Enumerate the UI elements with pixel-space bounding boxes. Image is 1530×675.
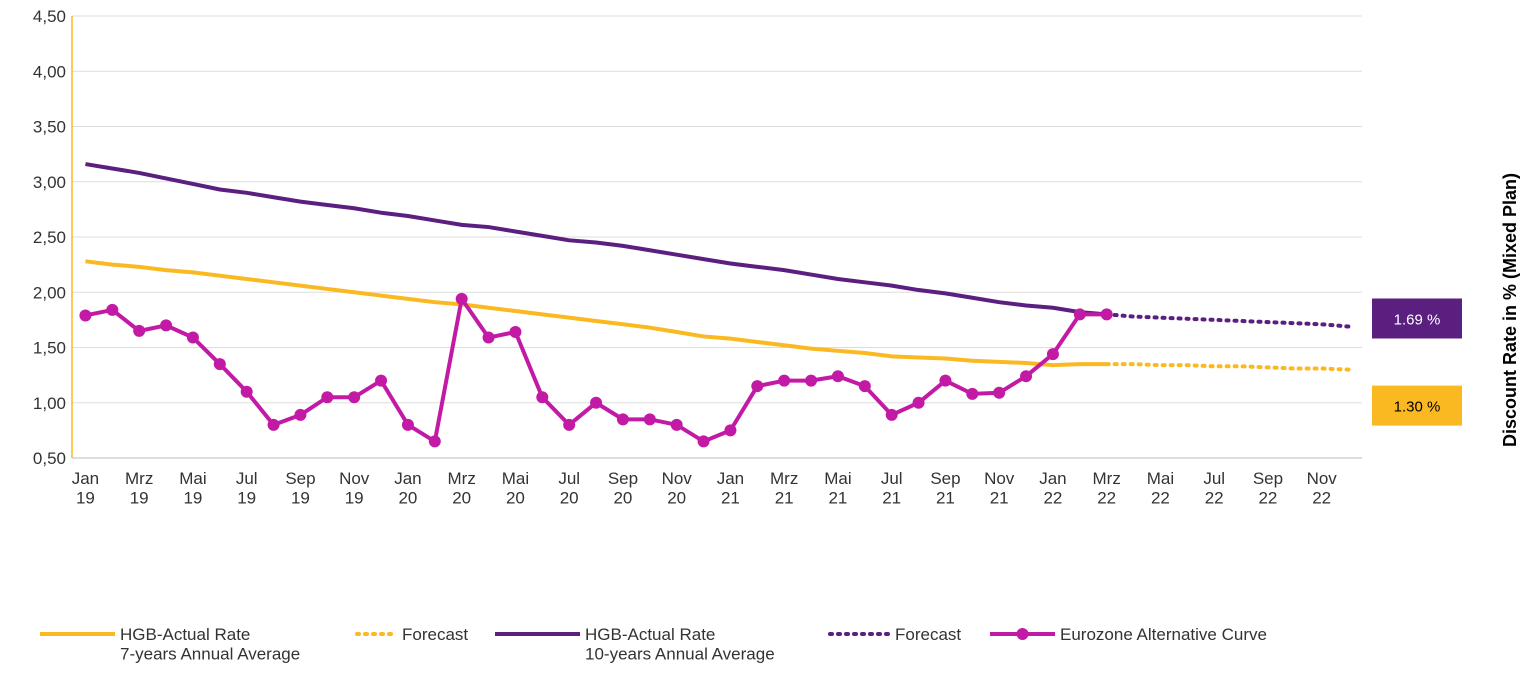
label-box (1372, 385, 1462, 426)
x-tick-label: Jan 20 (394, 469, 421, 508)
data-point (858, 380, 871, 393)
x-tick-label: Sep 22 (1253, 469, 1283, 508)
y-tick-label: 3,50 (33, 118, 66, 137)
value-label: 1.30 % (1394, 399, 1441, 416)
x-tick-label: Sep 21 (930, 469, 960, 508)
y-tick-label: 3,00 (33, 173, 66, 192)
data-point (482, 331, 495, 344)
x-tick-label: Sep 20 (608, 469, 638, 508)
data-point (805, 374, 818, 387)
data-point (590, 396, 603, 409)
series-line (85, 259, 1107, 368)
value-label-box: 1.69 % (1372, 298, 1462, 339)
data-point (133, 324, 146, 337)
data-point (401, 418, 414, 431)
x-tick-label: Jul 22 (1203, 469, 1225, 508)
data-point (831, 370, 844, 383)
x-tick-label: Mai 21 (824, 469, 851, 508)
label-box (1372, 298, 1462, 339)
data-point (536, 391, 549, 404)
data-point (670, 418, 683, 431)
data-point (1100, 308, 1113, 321)
data-point (1073, 308, 1086, 321)
legend-marker (1016, 628, 1029, 640)
x-tick-label: Jul 19 (236, 469, 258, 508)
x-tick-label: Nov 20 (662, 469, 693, 508)
data-point (643, 413, 656, 426)
x-tick-label: Mrz 22 (1093, 469, 1121, 508)
x-tick-label: Jul 20 (558, 469, 580, 508)
data-point (186, 331, 199, 344)
data-point (966, 387, 979, 400)
series-line (1104, 312, 1351, 329)
data-point (348, 391, 361, 404)
data-point (724, 424, 737, 437)
legend-label: Forecast (402, 625, 468, 644)
x-tick-label: Nov 22 (1307, 469, 1338, 508)
data-point (778, 374, 791, 387)
data-point (160, 319, 173, 332)
x-tick-label: Jan 19 (72, 469, 99, 508)
series-line (85, 162, 1107, 317)
data-point (375, 374, 388, 387)
y-tick-label: 1,00 (33, 394, 66, 413)
data-point (106, 303, 119, 316)
data-point (455, 292, 468, 305)
legend-label: Eurozone Alternative Curve (1060, 625, 1267, 644)
data-point (1046, 348, 1059, 361)
x-tick-label: Mrz 19 (125, 469, 153, 508)
legend-label: HGB-Actual Rate 7-years Annual Average (120, 625, 300, 664)
data-point (213, 358, 226, 371)
x-tick-label: Nov 21 (984, 469, 1015, 508)
x-tick-label: Sep 19 (285, 469, 315, 508)
legend-label: HGB-Actual Rate 10-years Annual Average (585, 625, 775, 664)
x-tick-label: Mrz 21 (770, 469, 798, 508)
data-point (616, 413, 629, 426)
data-point (79, 309, 92, 322)
x-tick-label: Jan 22 (1039, 469, 1066, 508)
data-point (1020, 370, 1033, 383)
y-tick-label: 2,00 (33, 283, 66, 302)
y-tick-label: 0,50 (33, 449, 66, 468)
y-tick-label: 1,50 (33, 339, 66, 358)
data-point (428, 435, 441, 448)
y-tick-label: 4,50 (33, 7, 66, 26)
data-point (697, 435, 710, 448)
x-tick-label: Mai 20 (502, 469, 529, 508)
data-point (751, 380, 764, 393)
value-label: 1.69 % (1394, 312, 1441, 329)
data-point (240, 385, 253, 398)
y-tick-label: 4,00 (33, 62, 66, 81)
y-axis-title: Discount Rate in % (Mixed Plan) (1500, 173, 1520, 447)
data-point (993, 386, 1006, 399)
x-tick-label: Mai 22 (1147, 469, 1174, 508)
y-tick-label: 2,50 (33, 228, 66, 247)
data-point (885, 408, 898, 421)
x-tick-label: Nov 19 (339, 469, 370, 508)
x-tick-label: Jul 21 (881, 469, 903, 508)
data-point (509, 326, 522, 339)
series-line (1104, 362, 1351, 372)
data-point (294, 408, 307, 421)
x-tick-label: Mai 19 (179, 469, 206, 508)
data-point (267, 418, 280, 431)
data-point (563, 418, 576, 431)
x-tick-label: Jan 21 (717, 469, 744, 508)
data-point (321, 391, 334, 404)
value-label-box: 1.30 % (1372, 385, 1462, 426)
x-tick-label: Mrz 20 (448, 469, 476, 508)
legend-label: Forecast (895, 625, 961, 644)
data-point (912, 396, 925, 409)
data-point (939, 374, 952, 387)
